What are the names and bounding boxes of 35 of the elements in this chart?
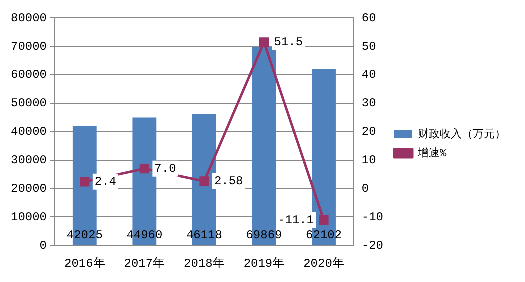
data-label: 2.4 bbox=[94, 175, 117, 190]
y2-tick-label: 10 bbox=[362, 153, 376, 168]
data-label: 51.5 bbox=[274, 36, 304, 50]
data-label: 2.58 bbox=[214, 174, 244, 189]
point bbox=[259, 38, 270, 48]
point bbox=[319, 216, 329, 226]
y2-tick-label: 30 bbox=[362, 96, 376, 111]
point bbox=[80, 177, 90, 187]
data-label: -11.1 bbox=[278, 213, 314, 228]
legend-label: 财政收入（万元） bbox=[418, 127, 506, 142]
legend-label: 增速% bbox=[417, 146, 447, 160]
x-tick-label: 2017年 bbox=[124, 256, 166, 271]
y-tick-label: 40000 bbox=[10, 125, 48, 140]
x-tick-label: 2019年 bbox=[244, 256, 285, 271]
y2-tick-label: -20 bbox=[362, 238, 384, 253]
point bbox=[200, 176, 210, 186]
point bbox=[140, 164, 150, 174]
y2-tick-label: 20 bbox=[362, 125, 376, 140]
y-tick-label: 50000 bbox=[10, 96, 48, 111]
y-tick-label: 20000 bbox=[10, 182, 48, 196]
y-tick-label: 60000 bbox=[10, 68, 48, 82]
y-tick-label: 80000 bbox=[10, 11, 48, 26]
y-tick-label: 70000 bbox=[10, 40, 48, 54]
x-tick-label: 2016年 bbox=[64, 256, 106, 271]
x-tick-label: 2020年 bbox=[304, 256, 344, 271]
y2-tick-label: 0 bbox=[362, 182, 370, 196]
data-label: 7.0 bbox=[154, 162, 176, 176]
y2-tick-label: 60 bbox=[362, 11, 376, 26]
y-tick-label: 10000 bbox=[10, 210, 48, 224]
y2-tick-label: -10 bbox=[362, 210, 384, 224]
y2-tick-label: 50 bbox=[362, 40, 376, 54]
y-tick-label: 0 bbox=[40, 238, 48, 253]
x-tick-label: 2018年 bbox=[184, 256, 225, 271]
y-tick-label: 30000 bbox=[10, 153, 48, 168]
y2-tick-label: 40 bbox=[362, 68, 376, 82]
